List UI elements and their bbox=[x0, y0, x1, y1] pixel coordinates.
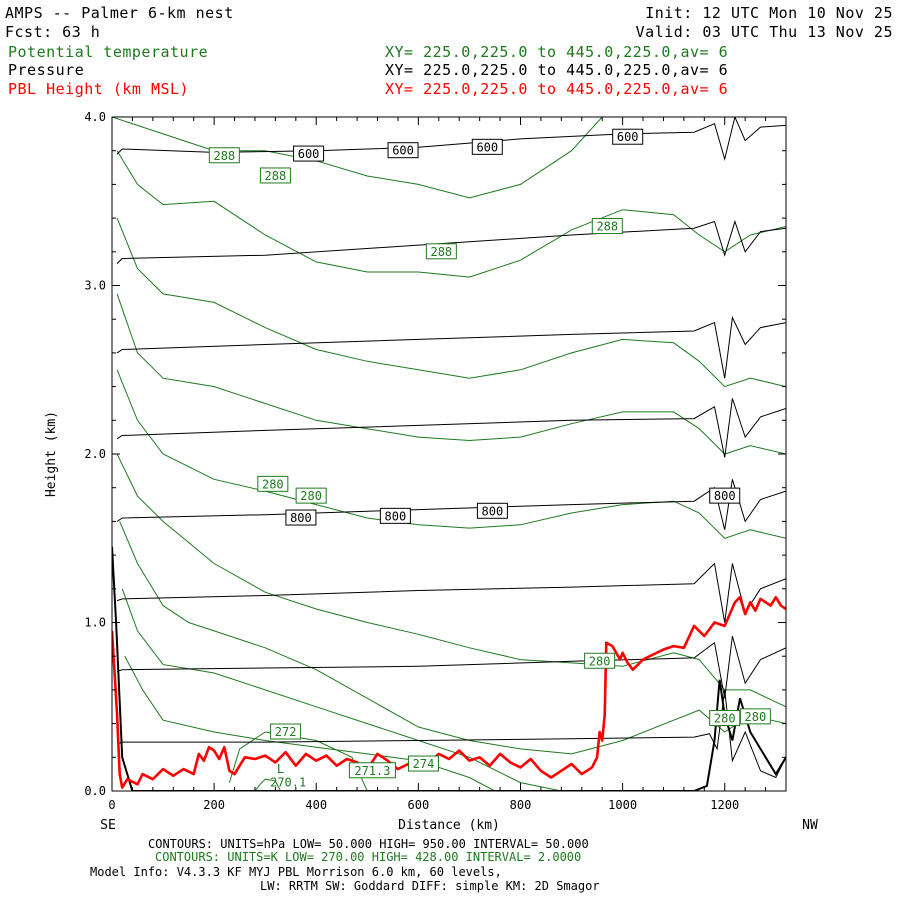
contour-label-box bbox=[379, 507, 411, 524]
contour-label-box bbox=[476, 502, 508, 519]
forecast-hour: Fcst: 63 h bbox=[5, 23, 100, 41]
contour-label: L bbox=[277, 762, 284, 776]
x-tick-label: 1000 bbox=[608, 798, 637, 812]
contour-label: 288 bbox=[265, 169, 287, 183]
contour-labels: 600 600 600 600 288 288 288 288 280 280 800 800 800 8… bbox=[208, 128, 771, 790]
y-tick-label: 4.0 bbox=[84, 110, 106, 124]
contour-label-box bbox=[739, 708, 771, 725]
y-tick-label: 0.0 bbox=[84, 784, 106, 798]
contour-label-box bbox=[709, 710, 741, 727]
contour-label: 271.3 bbox=[354, 764, 390, 778]
theta-contour-280 bbox=[116, 453, 786, 708]
x-end-label-nw: NW bbox=[802, 818, 818, 833]
contour-label: 280 bbox=[589, 654, 611, 668]
isobar-950 bbox=[116, 689, 786, 779]
contour-label-box bbox=[407, 755, 439, 772]
isobar-650 bbox=[116, 219, 786, 264]
isobar-900 bbox=[116, 635, 786, 699]
contour-label-box bbox=[295, 487, 327, 504]
legend-pbl-xy: XY= 225.0,225.0 to 445.0,225.0,av= 6 bbox=[385, 80, 728, 98]
x-tick-label: 600 bbox=[408, 798, 430, 812]
contour-label-box bbox=[471, 138, 503, 155]
contour-label: 600 bbox=[392, 144, 414, 158]
contour-label: 800 bbox=[385, 509, 407, 523]
contour-label-box bbox=[584, 652, 616, 669]
y-tick-label: 2.0 bbox=[84, 447, 106, 461]
theta-contour-284 bbox=[116, 293, 786, 455]
x-tick-label: 0 bbox=[108, 798, 115, 812]
legend-theta: Potential temperature bbox=[8, 43, 208, 61]
theta-contour-282 bbox=[116, 369, 786, 539]
contour-label-box bbox=[709, 487, 741, 504]
theta-contour-290 bbox=[112, 117, 603, 199]
legend-pressure: Pressure bbox=[8, 61, 84, 79]
contour-label-box bbox=[348, 762, 396, 779]
contour-label-box bbox=[285, 509, 317, 526]
contour-label: 270.1 bbox=[270, 776, 306, 790]
contour-label: 600 bbox=[298, 147, 320, 161]
isobar-750 bbox=[116, 398, 786, 458]
x-tick-label: 400 bbox=[305, 798, 327, 812]
contour-label-box bbox=[257, 475, 289, 492]
legend-theta-xy: XY= 225.0,225.0 to 445.0,225.0,av= 6 bbox=[385, 43, 728, 61]
contour-label-box bbox=[387, 142, 419, 159]
pressure-isobars bbox=[112, 117, 786, 791]
footer-model-info: Model Info: V4.3.3 KF MYJ PBL Morrison 6… bbox=[90, 865, 502, 879]
theta-contour-286 bbox=[116, 217, 786, 388]
contour-label: 288 bbox=[430, 245, 452, 259]
contour-label-box bbox=[208, 147, 240, 164]
y-axis-label: Height (km) bbox=[44, 411, 59, 497]
contour-label-box bbox=[591, 218, 623, 235]
isobar-ground bbox=[112, 546, 786, 791]
x-tick-label: 1200 bbox=[710, 798, 739, 812]
init-time: Init: 12 UTC Mon 10 Nov 25 bbox=[645, 4, 893, 22]
contour-label: 280 bbox=[262, 477, 284, 491]
axes: 0.0 1.0 2.0 3.0 4.0 0 200 400 600 800 1000 1200 bbox=[84, 110, 786, 812]
contour-label-box bbox=[270, 723, 302, 740]
legend-pressure-xy: XY= 225.0,225.0 to 445.0,225.0,av= 6 bbox=[385, 61, 728, 79]
x-tick-label: 800 bbox=[510, 798, 532, 812]
theta-contour-288 bbox=[116, 150, 786, 278]
contour-label: 800 bbox=[714, 489, 736, 503]
x-tick-label: 200 bbox=[203, 798, 225, 812]
contour-label-box bbox=[259, 167, 291, 184]
theta-contours bbox=[112, 117, 786, 791]
y-tick-label: 1.0 bbox=[84, 616, 106, 630]
y-tick-label: 3.0 bbox=[84, 279, 106, 293]
footer-theta-contours: CONTOURS: UNITS=K LOW= 270.00 HIGH= 428.… bbox=[155, 850, 581, 864]
footer-pressure-contours: CONTOURS: UNITS=hPa LOW= 50.000 HIGH= 95… bbox=[148, 837, 589, 851]
contour-label: 600 bbox=[617, 130, 639, 144]
pbl-height-series bbox=[112, 595, 786, 789]
contour-label: 272 bbox=[275, 725, 297, 739]
contour-label: 800 bbox=[482, 504, 504, 518]
valid-time: Valid: 03 UTC Thu 13 Nov 25 bbox=[636, 23, 893, 41]
contour-label-box bbox=[293, 145, 325, 162]
theta-contour-274 bbox=[124, 655, 496, 791]
isobar-800 bbox=[116, 479, 786, 530]
legend-pbl: PBL Height (km MSL) bbox=[8, 80, 189, 98]
pbl-height-line bbox=[112, 595, 786, 789]
contour-label: 800 bbox=[290, 511, 312, 525]
isobar-850 bbox=[116, 562, 786, 623]
contour-label-box bbox=[612, 128, 644, 145]
contour-label: 274 bbox=[413, 757, 435, 771]
chart-title: AMPS -- Palmer 6-km nest bbox=[5, 4, 234, 22]
contour-label: 600 bbox=[476, 140, 498, 154]
theta-contour-278 bbox=[119, 521, 786, 755]
contour-label: 280 bbox=[300, 489, 322, 503]
footer-physics: LW: RRTM SW: Goddard DIFF: simple KM: 2D… bbox=[260, 879, 600, 893]
isobar-700 bbox=[116, 315, 786, 379]
contour-label: 288 bbox=[213, 149, 235, 163]
x-axis-label: Distance (km) bbox=[398, 818, 500, 833]
contour-label: 280 bbox=[714, 712, 736, 726]
x-end-label-se: SE bbox=[100, 818, 116, 833]
theta-contour-270 bbox=[254, 778, 281, 791]
theta-contour-276 bbox=[121, 588, 562, 791]
plot-frame bbox=[111, 116, 787, 792]
contour-label: 288 bbox=[596, 220, 618, 234]
contour-label: 280 bbox=[745, 710, 767, 724]
contour-label-box bbox=[425, 243, 457, 260]
